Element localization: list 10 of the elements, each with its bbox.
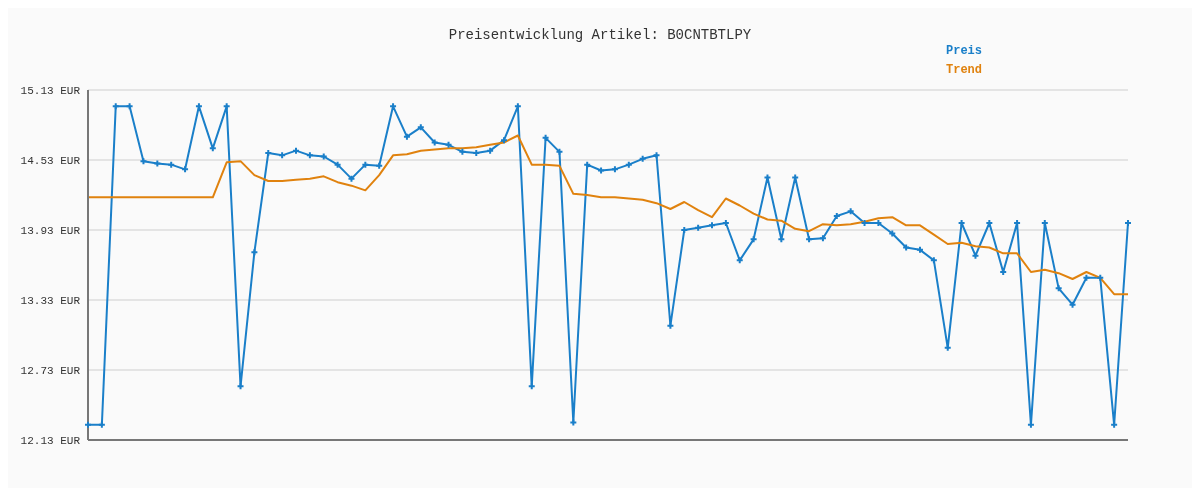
- line-series: [87, 134, 1129, 296]
- y-tick-label: 12.73 EUR: [20, 364, 81, 377]
- y-tick-label: 14.53 EUR: [20, 154, 81, 167]
- text: Trend: [946, 62, 983, 79]
- y-tick-label: 12.13 EUR: [20, 434, 81, 447]
- y-tick-label: 15.13 EUR: [20, 84, 81, 97]
- y-tick-label: 13.93 EUR: [20, 224, 81, 237]
- chart-title: Preisentwicklung Artikel: B0CNTBTLPY: [447, 27, 753, 43]
- text: Preis: [946, 43, 983, 60]
- y-tick-label: 13.33 EUR: [20, 294, 81, 307]
